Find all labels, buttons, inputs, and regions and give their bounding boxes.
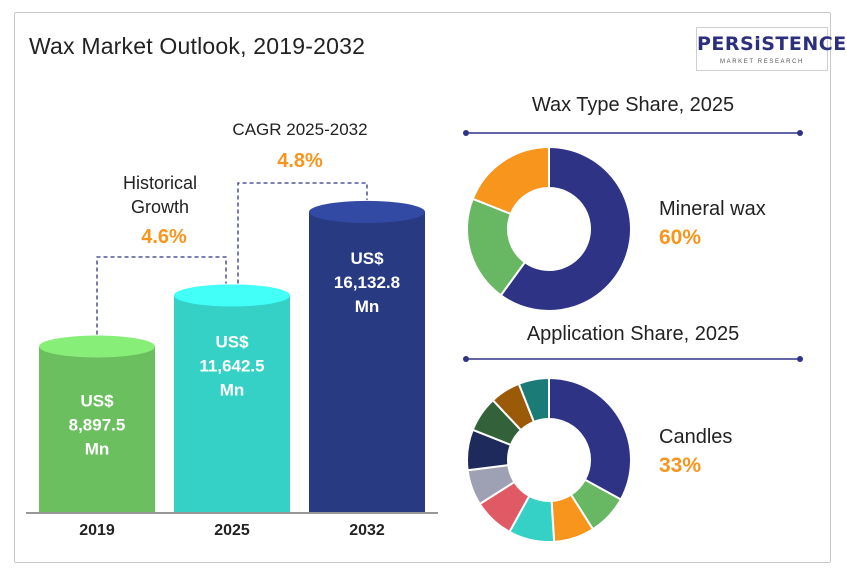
connector-cagr [237,182,368,284]
application-title: Application Share, 2025 [527,323,739,345]
bar-top-2019 [39,335,155,358]
bar-2025 [174,295,290,512]
x-tick-label: 2032 [349,522,385,539]
wax-type-title-backing [523,92,743,118]
rule-dot [463,356,469,362]
highlight-label: Mineral wax [659,198,766,220]
annotation-label: CAGR 2025-2032 [232,120,367,139]
company-logo: PERSiSTENCE MARKET RESEARCH [696,27,847,71]
donut-slice [517,376,550,424]
bar-top-2025 [174,284,290,307]
connector-historical [96,256,227,335]
application-title-backing [518,321,748,347]
x-tick-label: 2019 [79,522,115,539]
bar-value-label: US$ [215,332,249,351]
rule-dot [797,130,803,136]
highlight-value: 33% [659,454,701,477]
annotation-label: Growth [131,197,189,217]
rule-dot [463,130,469,136]
donut-slice [499,145,632,312]
annotation-value: 4.6% [141,226,187,248]
bar-value-label: 8,897.5 [69,416,126,435]
highlight-label: Candles [659,426,732,448]
logo-wordmark: PERSiSTENCE [697,33,847,55]
bar-value-label: Mn [85,440,110,459]
donut-slice [471,145,550,216]
rule-dot [797,356,803,362]
x-tick-label: 2025 [214,522,250,539]
highlight-value: 60% [659,226,701,249]
bar-value-label: US$ [350,249,384,268]
logo-tagline: MARKET RESEARCH [720,59,804,65]
bar-top-2032 [309,200,425,223]
bar-2019 [39,346,155,512]
donut-slice [548,376,632,501]
bar-value-label: US$ [80,392,114,411]
page-title: Wax Market Outlook, 2019-2032 [29,33,366,59]
wax-type-title: Wax Type Share, 2025 [532,94,734,116]
annotation-value: 4.8% [277,150,323,172]
bar-value-label: Mn [355,297,380,316]
bar-value-label: 11,642.5 [199,356,264,375]
bar-value-label: Mn [220,380,245,399]
bar-value-label: 16,132.8 [334,273,400,292]
annotation-label: Historical [123,173,197,193]
bar-2032 [309,211,425,512]
